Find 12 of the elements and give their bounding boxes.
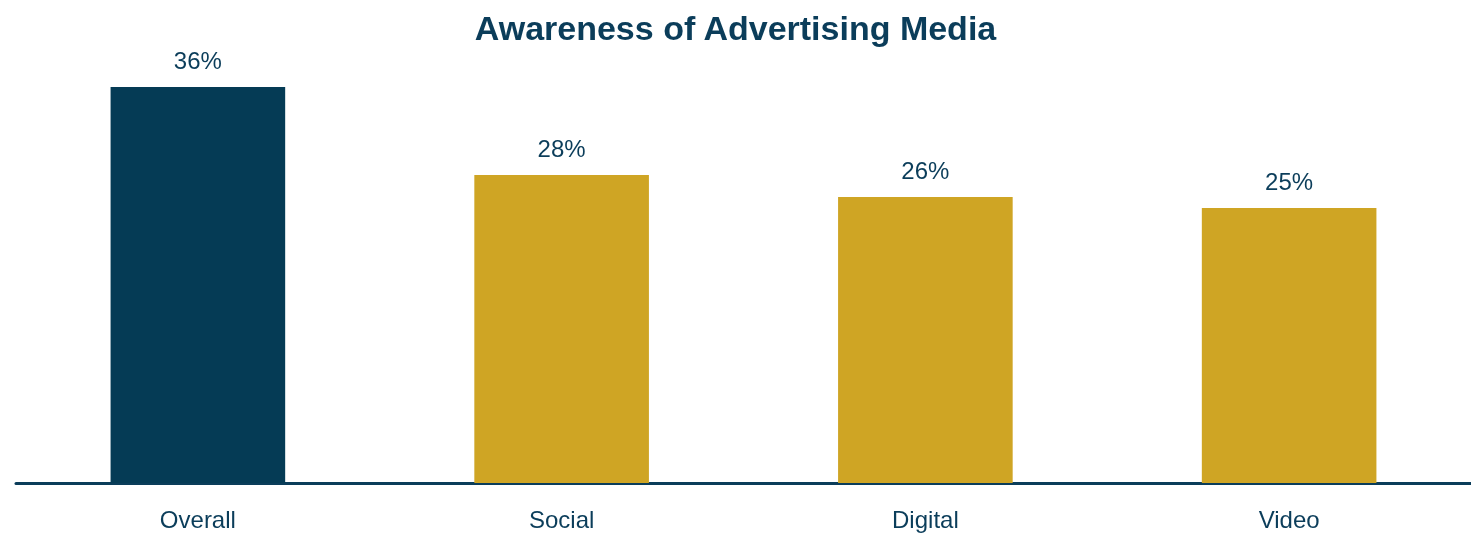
bar: [838, 196, 1013, 483]
x-tick-label: Social: [528, 505, 595, 533]
bar: [1201, 207, 1377, 483]
data-label: 25%: [1265, 168, 1314, 196]
data-label: 26%: [901, 157, 950, 185]
chart-title: Awareness of Advertising Media: [474, 9, 998, 47]
bar: [474, 174, 649, 483]
x-tick-label: Overall: [159, 505, 236, 533]
x-tick-label: Video: [1258, 505, 1320, 533]
data-label: 36%: [173, 47, 222, 75]
data-label: 28%: [537, 135, 586, 163]
x-tick-label: Digital: [892, 505, 959, 533]
